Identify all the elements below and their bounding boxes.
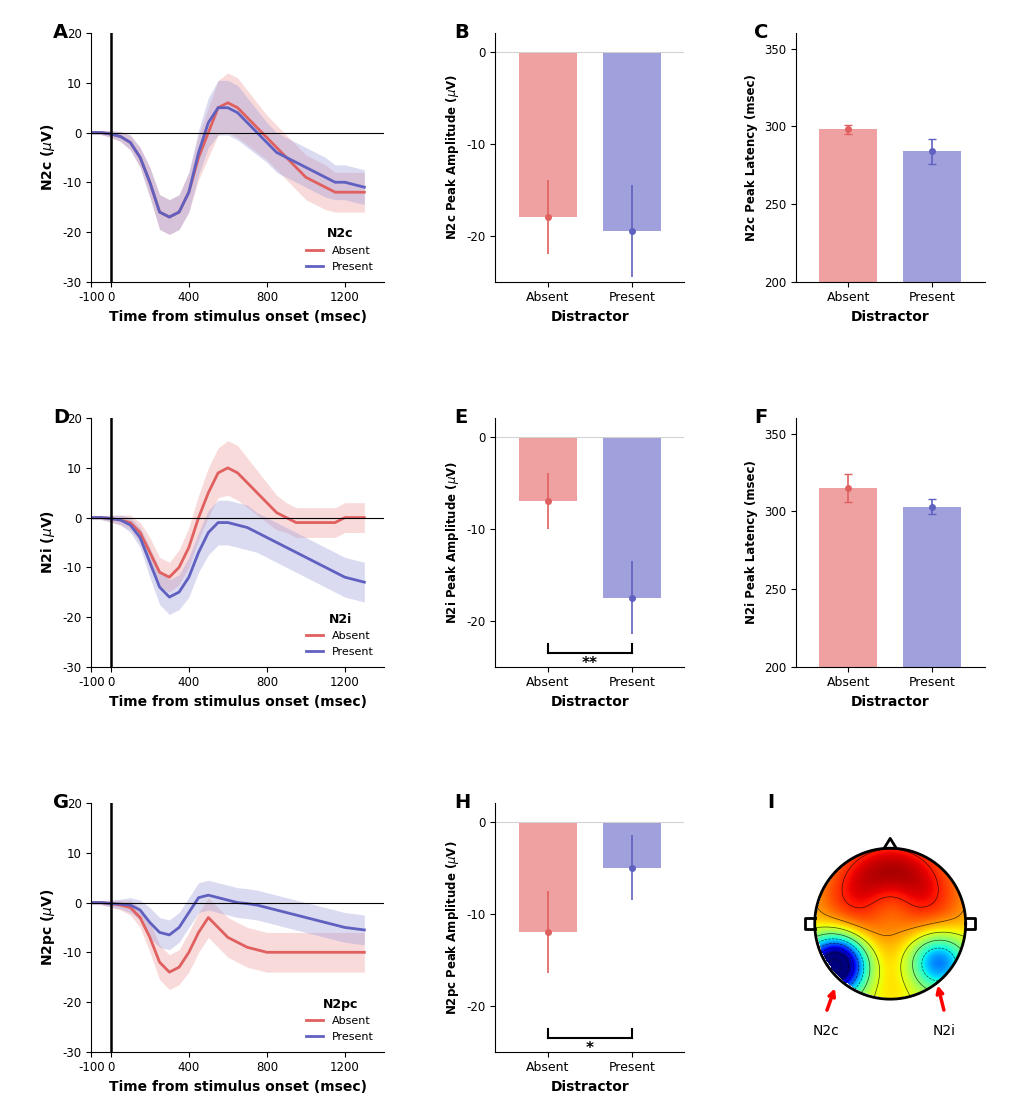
Bar — [519, 52, 577, 217]
X-axis label: Distractor: Distractor — [851, 310, 930, 324]
Text: H: H — [454, 794, 470, 813]
Y-axis label: N2i Peak Latency (msec): N2i Peak Latency (msec) — [745, 461, 758, 624]
Y-axis label: N2pc Peak Amplitude ($\mu$V): N2pc Peak Amplitude ($\mu$V) — [444, 840, 461, 1015]
Bar — [603, 436, 661, 598]
Text: G: G — [54, 794, 69, 813]
Bar — [819, 488, 877, 977]
Bar — [903, 152, 961, 592]
Text: E: E — [454, 408, 467, 427]
Bar — [603, 821, 661, 868]
Bar — [603, 52, 661, 231]
Bar — [519, 436, 577, 501]
X-axis label: Time from stimulus onset (msec): Time from stimulus onset (msec) — [109, 1080, 366, 1094]
Text: C: C — [754, 23, 768, 42]
Text: B: B — [454, 23, 469, 42]
Bar — [903, 507, 961, 977]
Text: *: * — [586, 1041, 594, 1056]
Y-axis label: N2c ($\mu$V): N2c ($\mu$V) — [39, 124, 57, 192]
Text: N2i: N2i — [933, 1024, 956, 1038]
Bar — [519, 821, 577, 932]
Legend: Absent, Present: Absent, Present — [302, 608, 379, 661]
Text: I: I — [767, 794, 774, 813]
Text: A: A — [54, 23, 68, 42]
X-axis label: Time from stimulus onset (msec): Time from stimulus onset (msec) — [109, 695, 366, 708]
Y-axis label: N2c Peak Latency (msec): N2c Peak Latency (msec) — [745, 74, 758, 241]
Text: **: ** — [582, 655, 598, 671]
Legend: Absent, Present: Absent, Present — [302, 223, 379, 276]
Bar — [819, 130, 877, 592]
Y-axis label: N2i Peak Amplitude ($\mu$V): N2i Peak Amplitude ($\mu$V) — [444, 461, 461, 624]
X-axis label: Distractor: Distractor — [851, 695, 930, 708]
Text: F: F — [754, 408, 767, 427]
X-axis label: Distractor: Distractor — [550, 310, 629, 324]
X-axis label: Distractor: Distractor — [550, 695, 629, 708]
Text: N2c: N2c — [813, 1024, 839, 1038]
Y-axis label: N2pc ($\mu$V): N2pc ($\mu$V) — [39, 889, 57, 966]
X-axis label: Distractor: Distractor — [550, 1080, 629, 1094]
Legend: Absent, Present: Absent, Present — [302, 993, 379, 1046]
Y-axis label: N2i ($\mu$V): N2i ($\mu$V) — [39, 510, 57, 575]
X-axis label: Time from stimulus onset (msec): Time from stimulus onset (msec) — [109, 310, 366, 324]
Y-axis label: N2c Peak Amplitude ($\mu$V): N2c Peak Amplitude ($\mu$V) — [444, 74, 461, 240]
Text: D: D — [54, 408, 69, 427]
